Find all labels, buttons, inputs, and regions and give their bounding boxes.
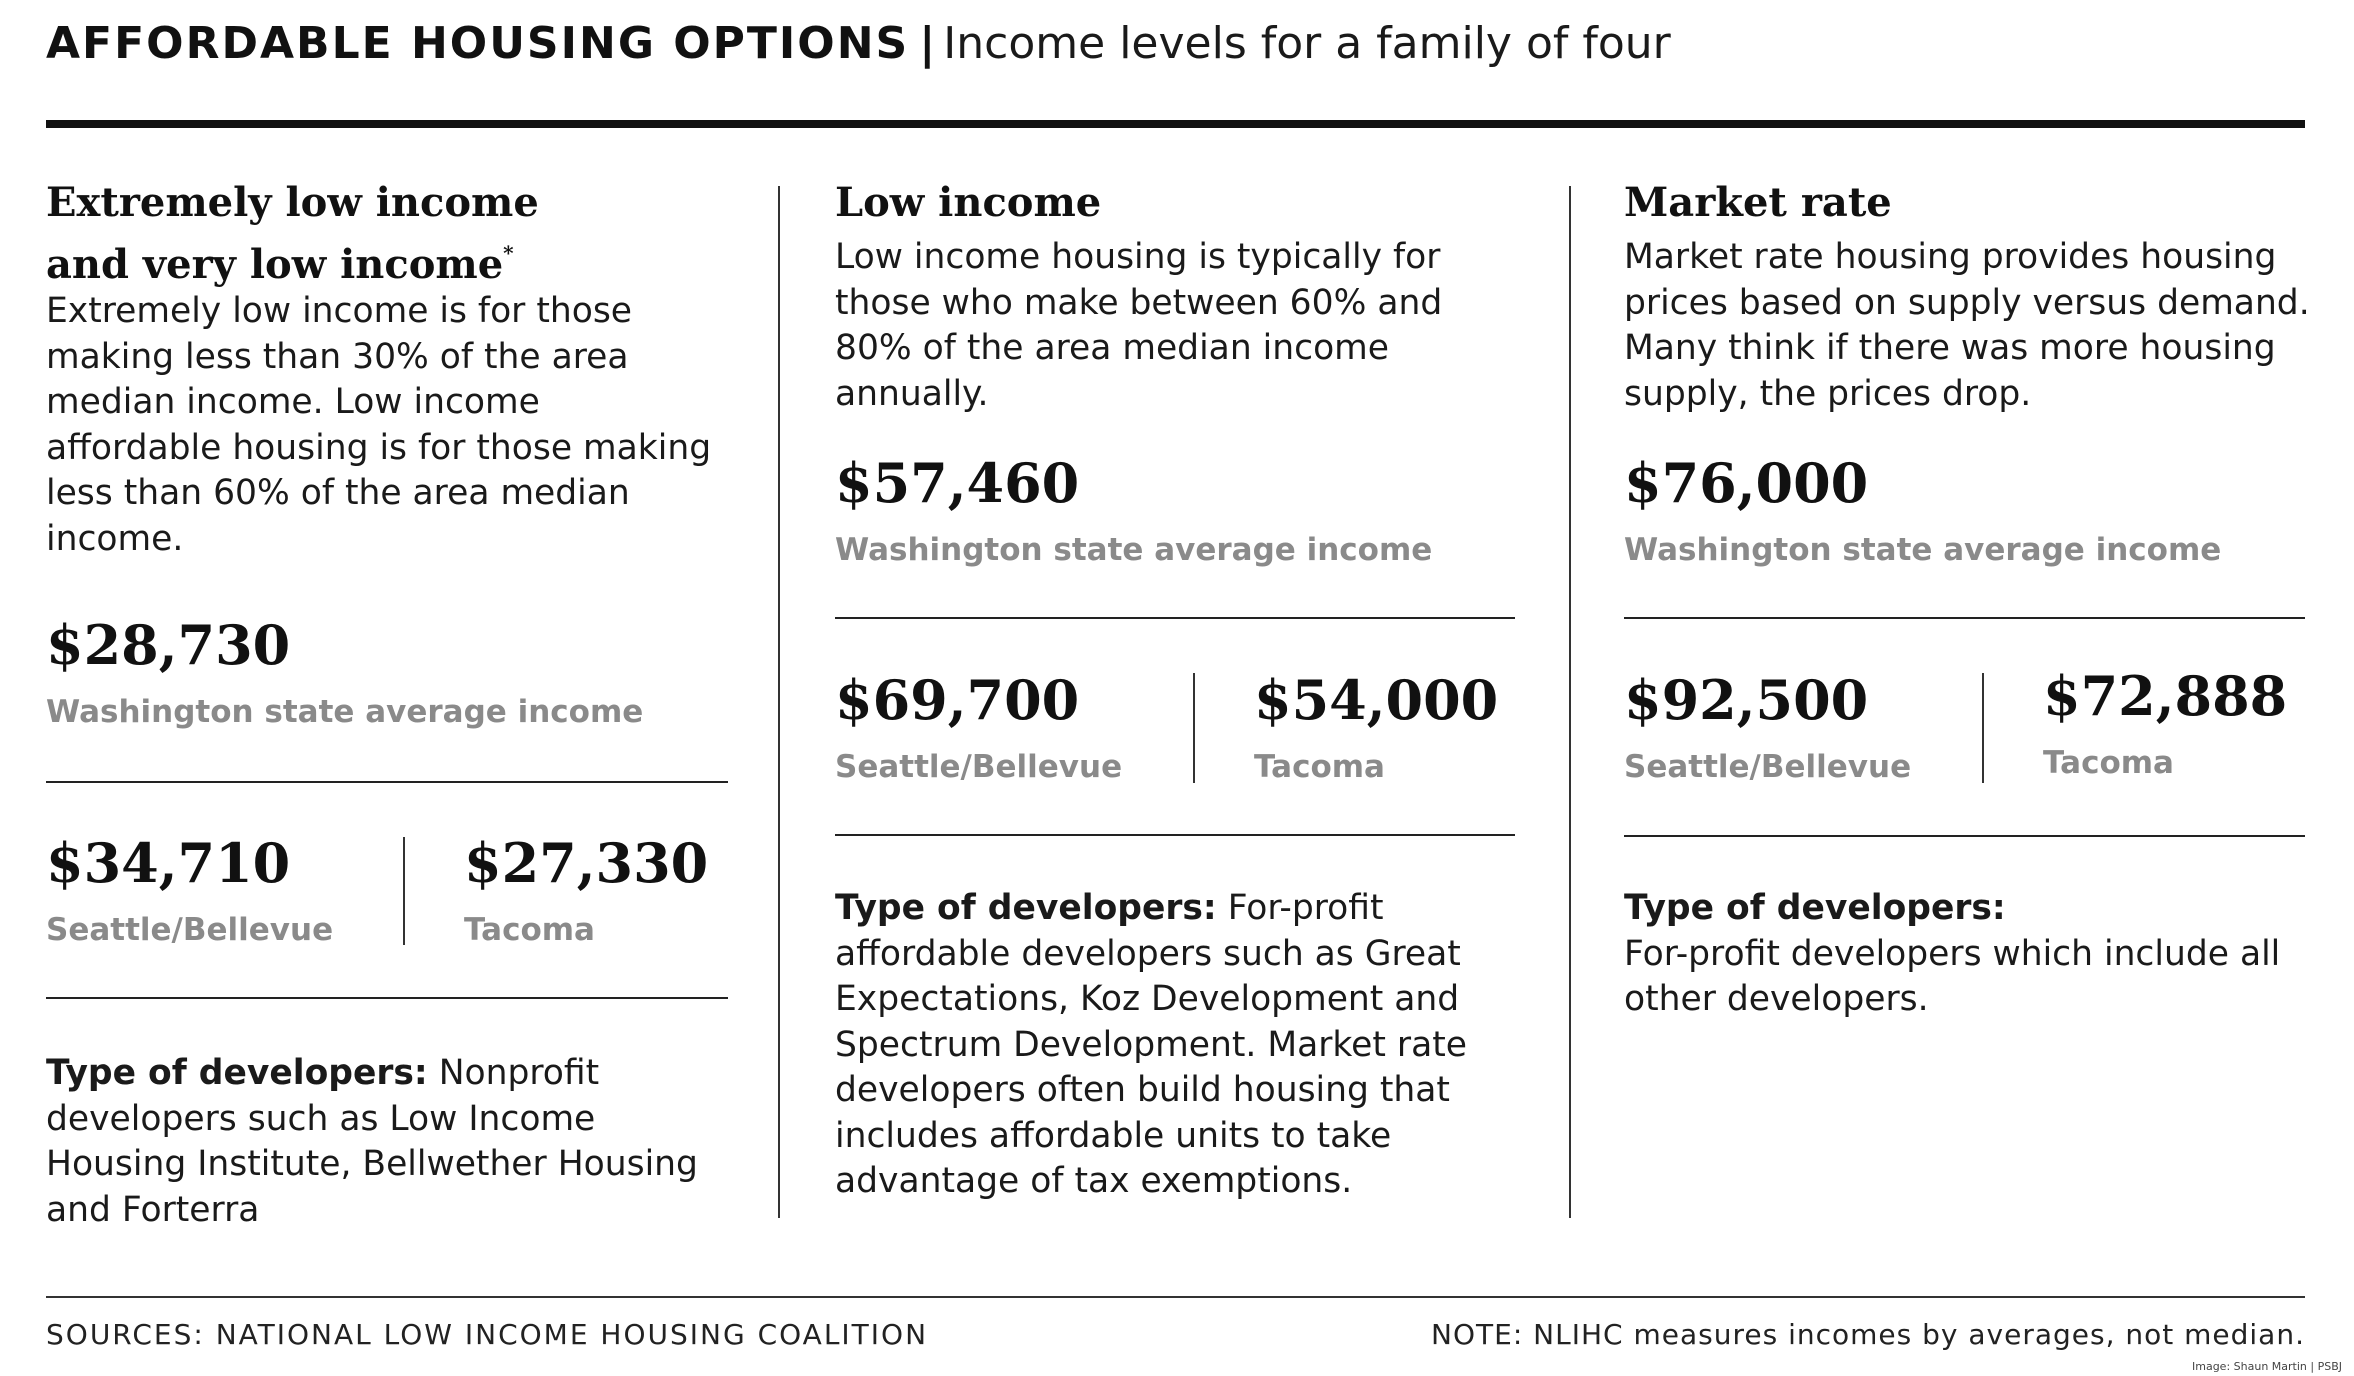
seattle-income-label: Seattle/Bellevue	[1624, 749, 1912, 785]
tacoma-income-value: $27,330	[464, 831, 709, 895]
column-divider	[1569, 186, 1571, 1218]
tacoma-income-value: $54,000	[1254, 668, 1499, 732]
footer-divider	[46, 1296, 2305, 1298]
state-income-label: Washington state average income	[46, 694, 644, 730]
seattle-income-value: $69,700	[835, 668, 1080, 732]
sources-text: SOURCES: NATIONAL LOW INCOME HOUSING COA…	[46, 1318, 929, 1351]
seattle-income-value: $92,500	[1624, 668, 1869, 732]
state-income-value: $57,460	[835, 451, 1080, 515]
title-separator: |	[919, 18, 936, 69]
state-income-value: $76,000	[1624, 451, 1869, 515]
tacoma-income-label: Tacoma	[464, 912, 595, 948]
state-income-label: Washington state average income	[835, 532, 1433, 568]
column-title: Low income	[835, 179, 1102, 226]
developers-text: Type of developers: For-profit affordabl…	[835, 886, 1530, 1205]
tacoma-income-label: Tacoma	[1254, 749, 1385, 785]
section-divider	[1624, 835, 2305, 837]
developers-label: Type of developers:	[835, 888, 1217, 928]
seattle-income-label: Seattle/Bellevue	[835, 749, 1123, 785]
section-divider	[46, 997, 728, 999]
column-title-line: and very low income*	[46, 228, 746, 290]
city-divider	[403, 837, 405, 945]
section-divider	[1624, 617, 2305, 619]
developers-text: Type of developers: Nonprofit developers…	[46, 1051, 746, 1233]
developers-description: Nonprofit developers such as Low Income …	[46, 1053, 698, 1230]
image-credit: Image: Shaun Martin | PSBJ	[2192, 1360, 2342, 1373]
column-description: Low income housing is typically for thos…	[835, 237, 1443, 414]
footnote-mark: *	[503, 241, 514, 265]
state-income-label: Washington state average income	[1624, 532, 2222, 568]
section-divider	[46, 781, 728, 783]
column-title-line: Extremely low income	[46, 179, 539, 226]
page-subtitle: Income levels for a family of four	[943, 18, 1671, 69]
developers-description: For-profit developers which include all …	[1624, 933, 2281, 1020]
seattle-income-label: Seattle/Bellevue	[46, 912, 334, 948]
column-description: Market rate housing provides housing pri…	[1624, 237, 2310, 414]
note-text: NOTE: NLIHC measures incomes by averages…	[1431, 1318, 2305, 1351]
developers-description: For-profit affordable developers such as…	[835, 888, 1467, 1201]
developers-label: Type of developers:	[46, 1053, 428, 1093]
city-divider	[1193, 673, 1195, 783]
tacoma-income-label: Tacoma	[2043, 745, 2174, 781]
column-title-text: and very low income	[46, 241, 504, 288]
top-divider	[46, 120, 2305, 128]
column-title: Market rate	[1624, 179, 1892, 226]
state-income-value: $28,730	[46, 613, 291, 677]
developers-text: Type of developers: For-profit developer…	[1624, 886, 2304, 1023]
developers-label: Type of developers:	[1624, 886, 2304, 932]
column-divider	[778, 186, 780, 1218]
section-divider	[835, 617, 1515, 619]
column-title: Extremely low income and very low income…	[46, 178, 746, 290]
header: AFFORDABLE HOUSING OPTIONS | Income levels…	[46, 14, 1671, 83]
column-description: Extremely low income is for those making…	[46, 291, 712, 559]
section-divider	[835, 834, 1515, 836]
seattle-income-value: $34,710	[46, 831, 291, 895]
city-divider	[1982, 673, 1984, 783]
page-title: AFFORDABLE HOUSING OPTIONS	[46, 18, 910, 69]
developers-label-text: Type of developers:	[1624, 888, 2006, 928]
tacoma-income-value: $72,888	[2043, 664, 2288, 728]
